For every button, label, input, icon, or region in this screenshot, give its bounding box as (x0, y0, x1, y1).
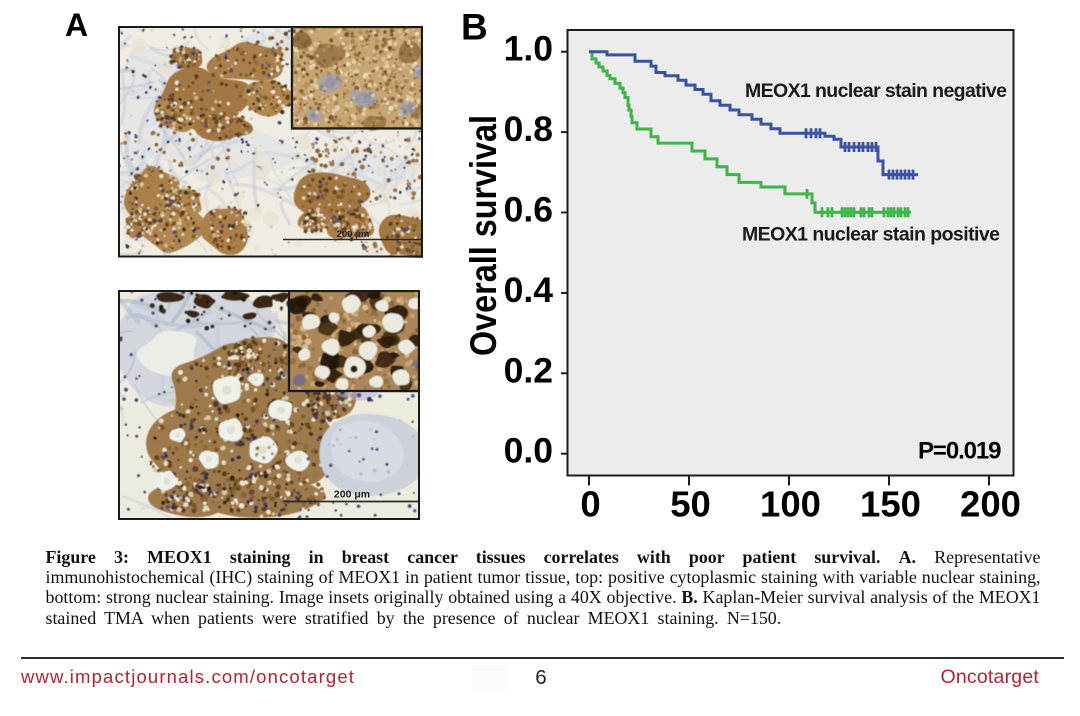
svg-text:0.0: 0.0 (504, 431, 553, 471)
svg-text:0: 0 (580, 484, 600, 525)
svg-text:200: 200 (960, 484, 1021, 525)
svg-text:P=0.019: P=0.019 (918, 438, 1001, 465)
svg-text:50: 50 (670, 484, 711, 525)
svg-text:0.2: 0.2 (504, 350, 553, 390)
svg-text:MEOX1 nuclear stain positive: MEOX1 nuclear stain positive (742, 224, 1000, 246)
svg-text:0.8: 0.8 (504, 109, 553, 149)
svg-text:150: 150 (860, 484, 921, 525)
svg-text:1.0: 1.0 (504, 29, 553, 69)
svg-text:100: 100 (760, 484, 821, 525)
svg-text:MEOX1 nuclear stain negative: MEOX1 nuclear stain negative (745, 80, 1007, 102)
svg-text:200 μm: 200 μm (334, 489, 370, 501)
svg-text:0.6: 0.6 (504, 190, 553, 230)
svg-text:Overall survival: Overall survival (463, 115, 504, 356)
svg-text:200 μm: 200 μm (337, 229, 370, 240)
svg-text:0.4: 0.4 (504, 270, 554, 310)
svg-text:B: B (461, 7, 488, 48)
